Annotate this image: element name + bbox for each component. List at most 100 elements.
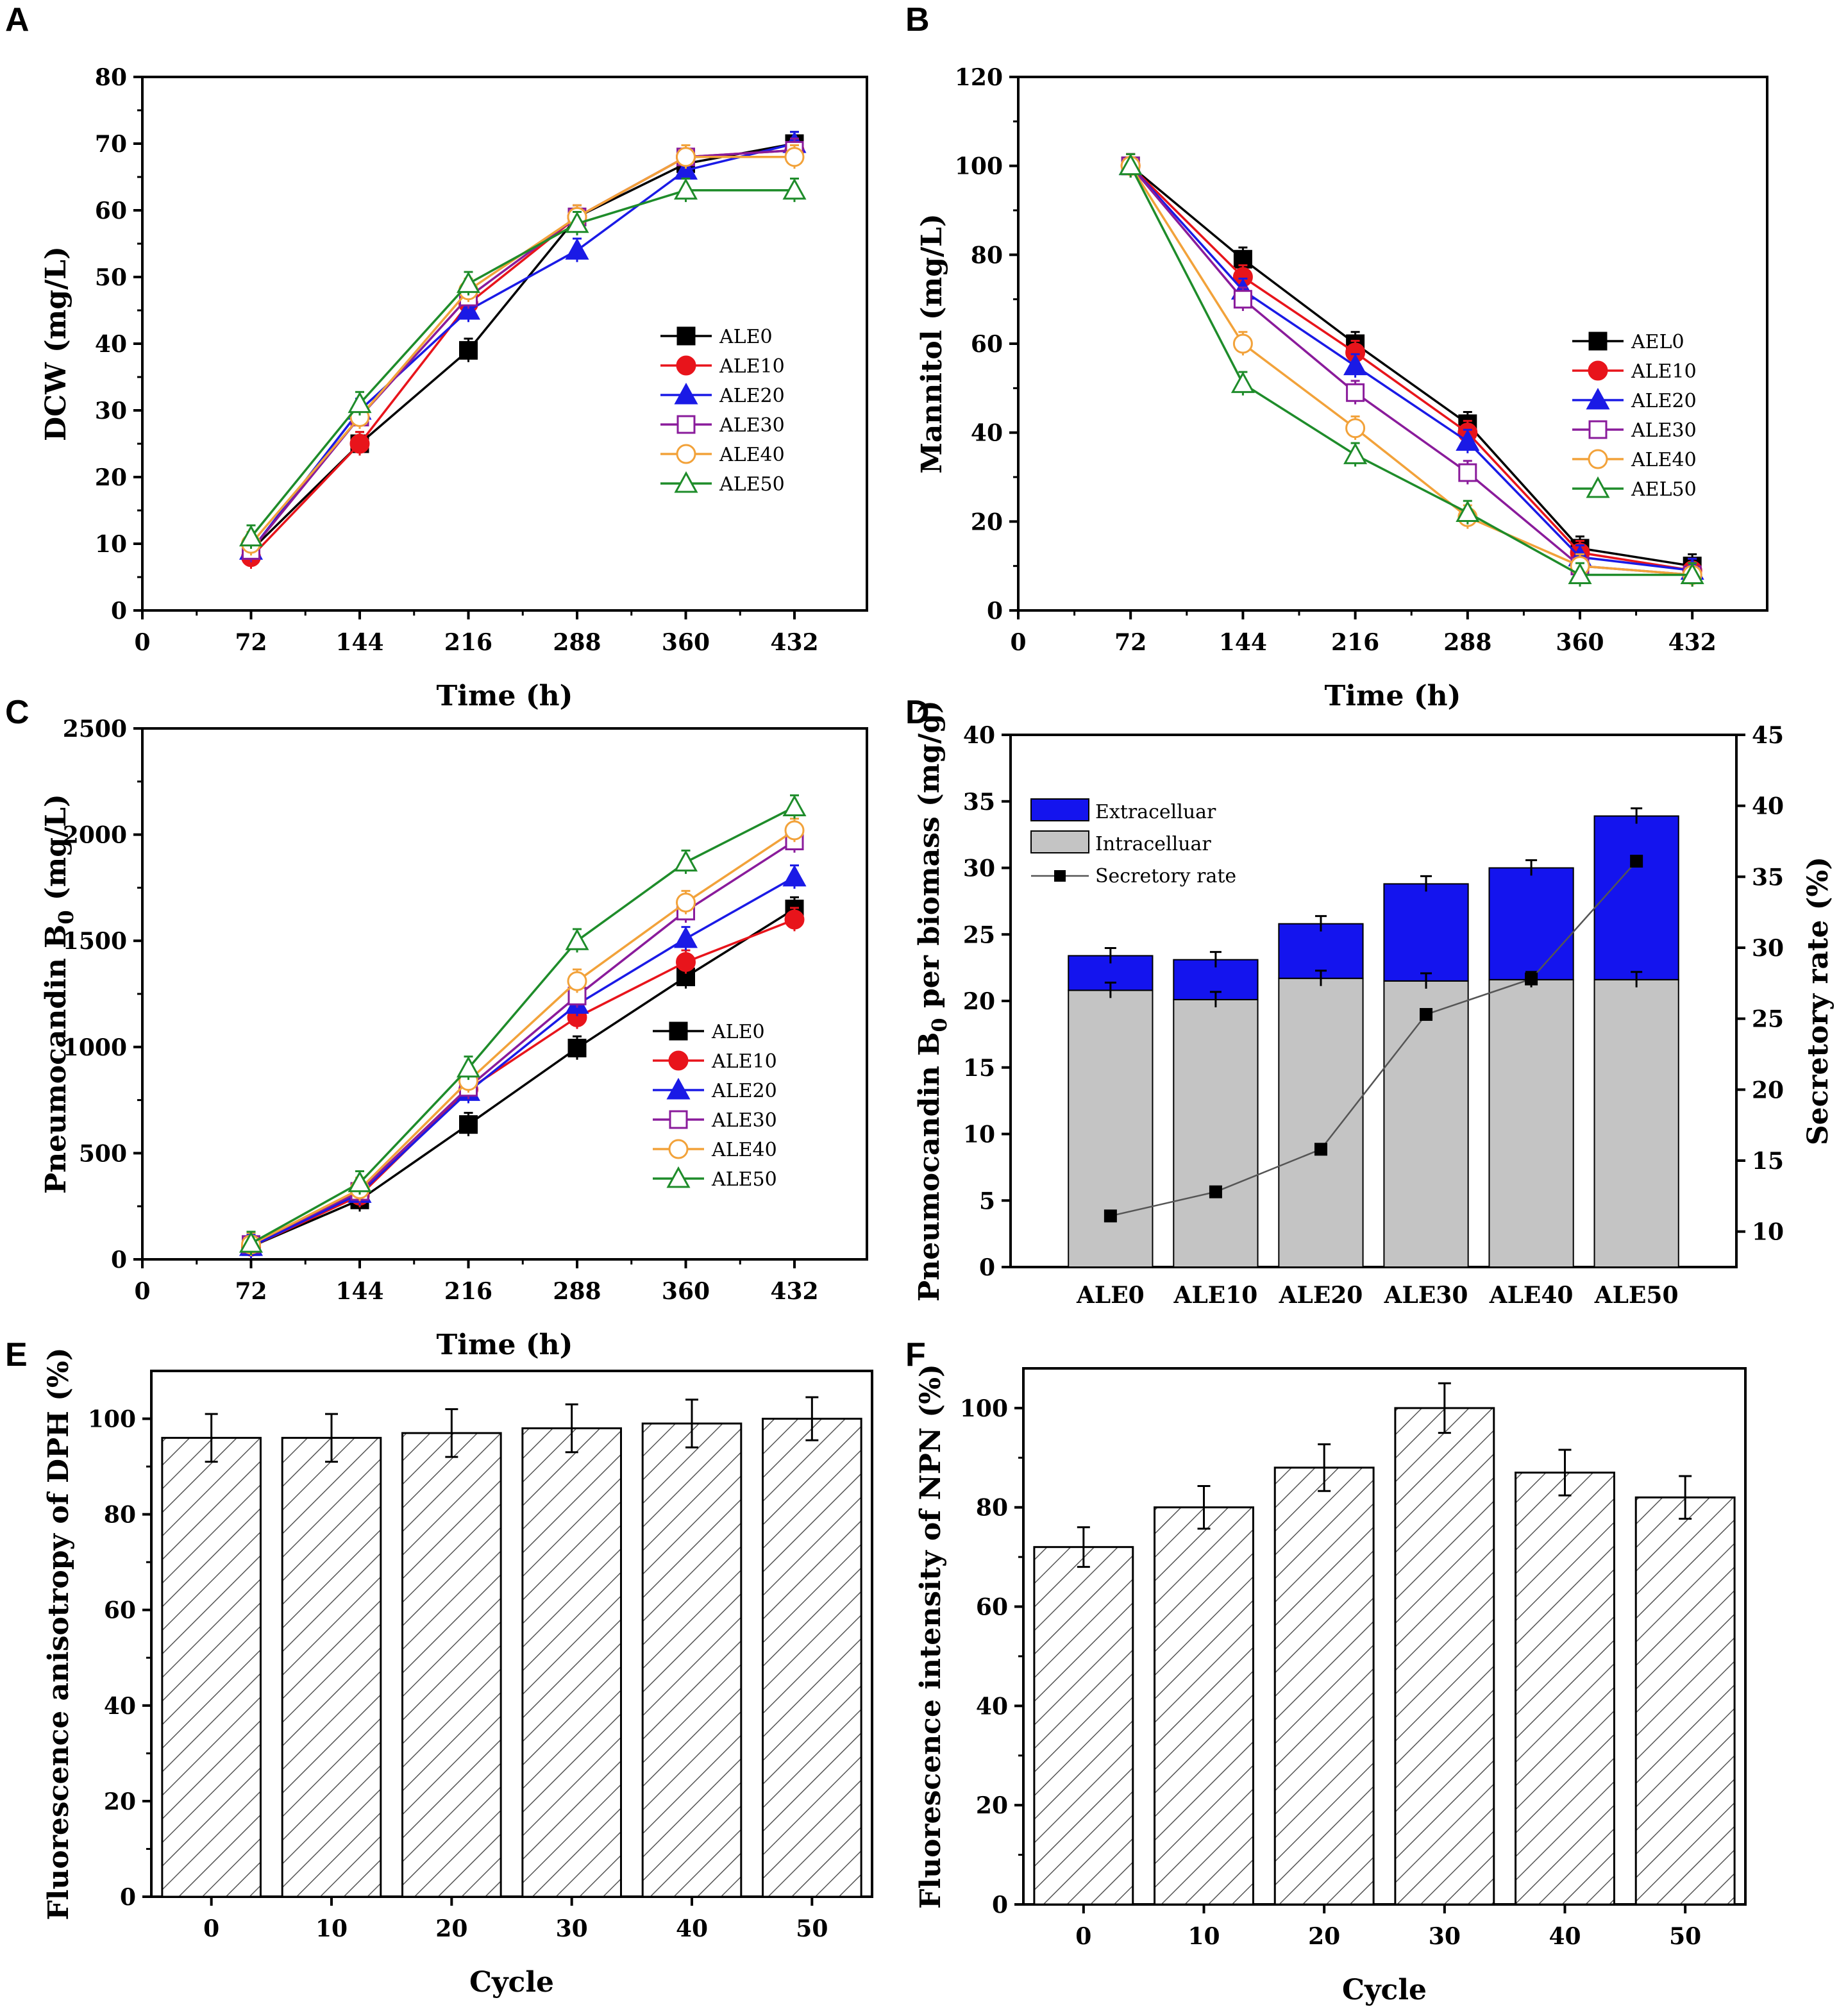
x-tick-label: 0: [134, 1278, 150, 1305]
x-axis-label: Time (h): [437, 680, 573, 712]
chart-a-dcw: 0 72 144 216 288 360 432 0 10 20 30 40 50 60 70 80 Time …: [40, 64, 868, 712]
y-tick-label: 20: [95, 464, 127, 491]
data-point-ale0: [459, 1115, 478, 1134]
y-tick-label: 80: [104, 1502, 136, 1529]
x-tick-label: 0: [1075, 1923, 1091, 1950]
legend-marker: [1588, 420, 1608, 439]
data-point-ael50: [1568, 562, 1592, 585]
x-tick-label: 20: [435, 1915, 467, 1942]
legend-label-intracellular: Intracelluar: [1095, 833, 1211, 855]
y2-axis-label: Secretory rate (%): [1802, 857, 1835, 1145]
bar-intracellular: [1488, 979, 1574, 1268]
y-axis-label: Pneumocandin B0 (mg/L): [40, 794, 78, 1194]
x-tick-label: 144: [1219, 629, 1267, 656]
category-label: ALE20: [1279, 1282, 1363, 1309]
x-tick-label: 0: [1010, 629, 1026, 656]
series-line-ale10: [1129, 165, 1693, 572]
x-tick-label: 216: [444, 1278, 492, 1305]
legend-label-ale30: ALE30: [719, 414, 785, 437]
y-tick-label: 80: [976, 1495, 1008, 1522]
plot-frame: [1022, 1367, 1747, 1906]
y2-tick-label: 30: [1752, 935, 1784, 962]
y-tick-label: 35: [963, 789, 995, 816]
data-point-ale50: [673, 178, 698, 200]
data-point-ale10: [784, 909, 805, 930]
data-point-ale50: [565, 928, 589, 950]
series-line-ale50: [250, 805, 795, 1245]
y-tick-label: 2500: [63, 716, 127, 743]
legend-label-ale20: ALE20: [711, 1080, 777, 1102]
series-line-ale20: [250, 142, 795, 551]
legend-label-ale10: ALE10: [711, 1050, 777, 1073]
x-tick-label: 72: [235, 629, 267, 656]
legend-label-ale40: ALE40: [711, 1139, 777, 1161]
y-tick-label: 0: [120, 1884, 136, 1911]
data-point-ale40: [676, 893, 696, 913]
y-tick-label: 15: [963, 1055, 995, 1082]
data-point-ael50: [1456, 500, 1480, 522]
bar-extracellular: [1488, 867, 1574, 980]
category-label: ALE0: [1076, 1282, 1145, 1309]
legend-marker: [676, 415, 696, 434]
y-tick-label: 1000: [63, 1034, 127, 1061]
y-tick-label: 50: [95, 264, 127, 291]
x-tick-label: 360: [662, 629, 710, 656]
data-point-ale50: [782, 178, 807, 200]
data-point-ale10: [349, 433, 370, 454]
bar-cycle-40: [1515, 1472, 1615, 1906]
legend-label-ale50: ALE50: [719, 473, 785, 496]
legend-label-ale20: ALE20: [719, 385, 785, 407]
bar-intracellular: [1173, 998, 1259, 1268]
legend-marker: [668, 1139, 689, 1159]
x-tick-label: 50: [796, 1915, 828, 1942]
bar-cycle-0: [161, 1436, 262, 1898]
data-point-ale50: [348, 1170, 372, 1193]
x-tick-label: 360: [662, 1278, 710, 1305]
bar-intracellular: [1383, 980, 1469, 1268]
legend-label-secretory: Secretory rate: [1095, 865, 1236, 887]
data-point-ale40: [1345, 418, 1366, 439]
x-tick-label: 288: [553, 1278, 601, 1305]
y-axis-label: Fluorescence intensity of NPN (%): [914, 1364, 947, 1909]
legend-label-ale40: ALE40: [1631, 449, 1697, 471]
series-line-ale10: [250, 149, 795, 559]
y-tick-label: 120: [955, 64, 1003, 91]
data-point-ale20: [782, 864, 807, 887]
y2-tick-label: 40: [1752, 793, 1784, 820]
y-axis-label: DCW (mg/L): [40, 246, 72, 441]
bar-intracellular: [1068, 989, 1154, 1268]
chart-f-npn-intensity: 0 20 40 60 80 100 0 10 20 30 40 50 Cycle Fluorescence…: [914, 1364, 1747, 2006]
x-tick-label: 288: [1443, 629, 1491, 656]
data-point-ale40: [784, 820, 805, 841]
series-line-ale40: [1129, 165, 1693, 576]
series-line-ale50: [250, 189, 794, 538]
panel-letter-d: D: [905, 694, 930, 731]
x-tick-label: 50: [1669, 1923, 1701, 1950]
data-point-ale50: [565, 211, 589, 233]
data-point-ael50: [1230, 371, 1255, 393]
secretory-rate-point: [1630, 854, 1643, 868]
data-point-ale50: [239, 525, 264, 547]
data-point-ale20: [1343, 353, 1368, 376]
legend-marker: [674, 471, 698, 493]
data-point-ale40: [1232, 333, 1253, 354]
legend-swatch-extracellular: [1030, 798, 1089, 821]
y-tick-label: 5: [979, 1188, 995, 1214]
y2-tick-label: 15: [1752, 1148, 1784, 1175]
chart-e-dph-anisotropy: 0 20 40 60 80 100 0 10 20 30 40 50 Cycle Fluorescence…: [42, 1347, 873, 1999]
y-tick-label: 60: [976, 1594, 1008, 1621]
y-tick-label: 60: [971, 331, 1003, 358]
y-tick-label: 40: [104, 1693, 136, 1720]
bar-cycle-30: [521, 1427, 622, 1898]
series-line-ale40: [250, 156, 794, 545]
secretory-rate-point: [1209, 1185, 1222, 1198]
x-tick-label: 40: [1549, 1923, 1581, 1950]
legend-label-extracellular: Extracelluar: [1095, 801, 1216, 823]
bar-intracellular: [1278, 977, 1364, 1268]
x-tick-label: 288: [553, 629, 601, 656]
chart-d-stacked-bars: 0 5 10 15 20 25 30 35 40 10 15 20 25 30 35 40 45 ALE0 ALE1…: [913, 700, 1835, 1309]
y-tick-label: 10: [95, 531, 127, 558]
x-tick-label: 0: [203, 1915, 219, 1942]
y-axis-label: Fluorescence anisotropy of DPH (%): [42, 1347, 75, 1920]
